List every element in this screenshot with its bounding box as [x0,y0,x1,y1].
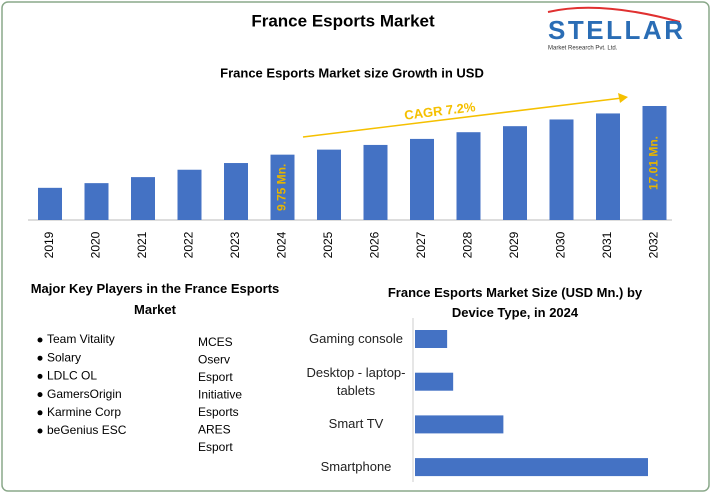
y-tick-label: Smartphone [320,459,392,475]
bar [177,169,202,220]
bar [224,163,248,220]
logo-tagline: Market Research Pvt. Ltd. [548,46,618,52]
player: GamersOrigin [47,387,122,401]
chart-title: France Esports Market size Growth in USD [220,65,484,80]
x-tick-label: 2027 [414,231,428,258]
y-tick-label: Smart TV [328,416,384,432]
bar [317,149,341,220]
bar [415,458,648,477]
logo-name: STELLAR [548,15,683,45]
logo-swoosh [547,6,681,23]
cagr-arrowhead [618,93,628,103]
x-tick-label: 2021 [135,231,149,258]
y-tick-label: Gaming console [309,331,403,346]
bar [410,138,434,220]
bar [131,177,155,220]
bar [38,187,62,220]
bullet [37,373,43,379]
bar [363,144,388,220]
x-tick-label: 2019 [42,231,56,258]
player: Karmine Corp [47,405,121,419]
value-label: 9.75 Mn. [275,164,289,211]
x-tick-label: 2030 [554,231,568,258]
x-tick-label: 2020 [89,231,103,258]
bar [596,113,620,220]
x-tick-label: 2031 [600,231,614,258]
players-title: Major Key Players in the France Esports … [30,281,280,317]
x-tick-label: 2029 [507,231,521,258]
player: ARES [198,423,231,437]
player: Esport [198,440,233,454]
player: LDLC OL [47,369,97,383]
value-label: 17.01 Mn. [647,136,661,190]
x-tick-label: 2026 [368,231,382,258]
bar [84,183,109,220]
x-tick-label: 2032 [647,231,661,258]
x-tick-label: 2025 [321,231,335,258]
x-tick-label: 2023 [228,231,242,258]
x-tick-label: 2022 [182,231,196,258]
x-tick-label: 2028 [461,231,475,258]
player: beGenius ESC [47,423,127,437]
player: Solary [47,350,81,364]
bar [415,415,504,434]
bullet [37,355,43,361]
bullet [37,410,43,416]
bullet [37,428,43,434]
bullet [37,337,43,343]
player: Esport [198,370,233,384]
bar [642,106,667,220]
bar [415,330,448,348]
cagr-arrow [302,97,623,138]
y-tick-label: Desktop - laptop-tablets [306,364,406,398]
bar [503,126,527,220]
bar [549,119,574,220]
player: MCES [198,335,233,349]
bar [415,372,454,391]
page-title: France Esports Market [251,11,435,30]
player: Esports [198,405,239,419]
chart-title: France Esports Market Size (USD Mn.) by … [387,285,643,320]
player: Team Vitality [47,332,115,346]
player: Initiative [198,388,242,402]
bar [270,154,295,220]
bar [456,132,481,220]
bullet [37,392,43,398]
x-tick-label: 2024 [275,231,289,258]
player: Oserv [198,353,230,367]
